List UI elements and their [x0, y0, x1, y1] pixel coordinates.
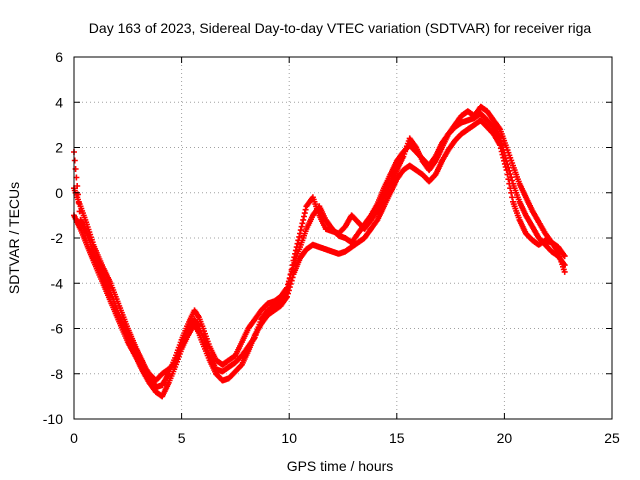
series-1: [71, 110, 568, 391]
y-tick-label: -2: [51, 230, 64, 246]
x-tick-label: 20: [497, 430, 513, 446]
y-tick-label: 0: [55, 185, 63, 201]
series-3-points: [71, 103, 568, 384]
series-2-points: [71, 117, 568, 400]
grid: [74, 57, 612, 419]
axis-ticks: 0 5 10 15 20 25 -10 -8 -6 -4 -2 0 2 4 6: [43, 49, 620, 446]
data-marks: [71, 103, 568, 400]
x-tick-label: 10: [281, 430, 297, 446]
series-3: [71, 103, 568, 384]
series-2: [71, 117, 568, 400]
x-tick-label: 5: [178, 430, 186, 446]
x-tick-label: 0: [70, 430, 78, 446]
x-axis-label: GPS time / hours: [287, 458, 394, 474]
y-tick-label: 6: [55, 49, 63, 65]
y-tick-label: -8: [51, 366, 64, 382]
y-tick-label: -6: [51, 321, 64, 337]
y-tick-label: -4: [51, 275, 64, 291]
x-tick-label: 25: [604, 430, 620, 446]
y-tick-label: 2: [55, 140, 63, 156]
y-tick-label: 4: [55, 94, 63, 110]
y-axis-label: SDTVAR / TECUs: [6, 182, 22, 294]
x-tick-label: 15: [389, 430, 405, 446]
y-tick-label: -10: [43, 411, 63, 427]
chart-title: Day 163 of 2023, Sidereal Day-to-day VTE…: [89, 20, 592, 36]
series-1-points: [71, 110, 568, 391]
